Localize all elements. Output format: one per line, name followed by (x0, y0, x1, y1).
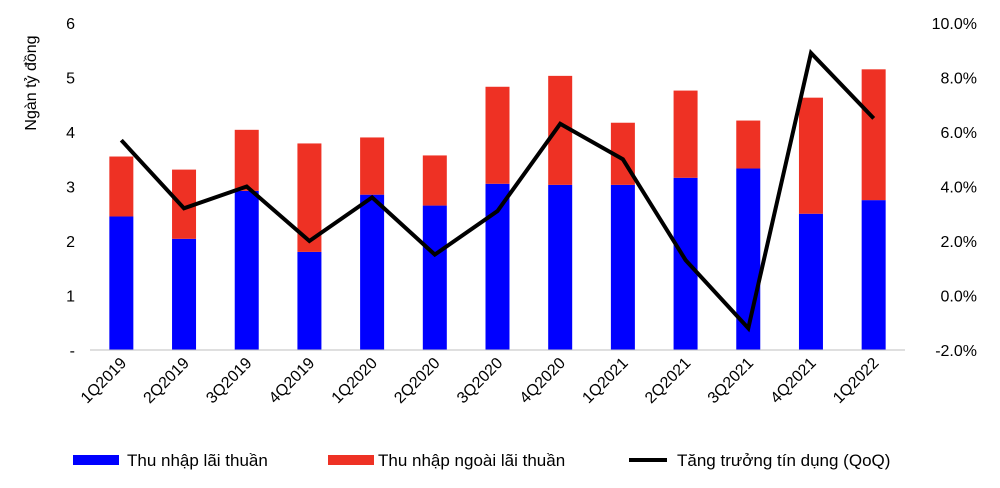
bar-net-interest-1Q2022 (861, 200, 886, 350)
x-tick-label: 4Q2021 (768, 355, 820, 407)
x-tick-label: 3Q2019 (203, 355, 255, 407)
left-tick-label: 2 (66, 234, 75, 251)
bar-net-interest-1Q2020 (360, 194, 385, 350)
left-tick-label: 6 (66, 16, 75, 33)
bar-net-interest-3Q2019 (234, 190, 259, 350)
legend-non-interest-swatch (328, 455, 374, 465)
x-tick-label: 3Q2020 (454, 355, 506, 407)
right-tick-label: 2.0% (941, 234, 977, 251)
x-tick-label: 4Q2020 (517, 355, 569, 407)
legend-non-interest-label: Thu nhập ngoài lãi thuần (378, 451, 565, 470)
legend: Thu nhập lãi thuần Thu nhập ngoài lãi thu… (73, 451, 890, 470)
bar-non-interest-1Q2020 (360, 137, 385, 195)
x-axis-ticks: 1Q2019 2Q2019 3Q2019 4Q2019 1Q2020 2Q2020 3Q20… (78, 355, 883, 407)
right-tick-label: 0.0% (941, 289, 977, 306)
x-tick-label: 2Q2019 (141, 355, 193, 407)
bar-net-interest-1Q2019 (109, 216, 134, 350)
bar-non-interest-1Q2022 (861, 69, 886, 201)
bar-non-interest-3Q2020 (485, 86, 510, 184)
bar-net-interest-2Q2021 (673, 177, 698, 350)
bar-net-interest-4Q2021 (798, 213, 823, 350)
bar-net-interest-1Q2021 (610, 184, 635, 350)
line-layer (119, 48, 876, 333)
left-axis-ticks: - 1 2 3 4 5 6 (66, 16, 75, 360)
bar-non-interest-3Q2019 (234, 129, 259, 191)
y-axis-title: Ngàn tỷ đồng (23, 35, 40, 130)
left-tick-label: 1 (66, 289, 75, 306)
x-tick-label: 1Q2022 (830, 355, 882, 407)
x-tick-label: 2Q2020 (391, 355, 443, 407)
bar-non-interest-4Q2021 (798, 97, 823, 214)
x-tick-label: 3Q2021 (705, 355, 757, 407)
bar-non-interest-3Q2021 (736, 120, 761, 169)
bar-net-interest-4Q2020 (548, 184, 573, 350)
bar-non-interest-2Q2020 (422, 155, 447, 206)
left-tick-label: - (70, 343, 75, 360)
right-tick-label: -2.0% (935, 343, 977, 360)
bar-non-interest-1Q2019 (109, 156, 134, 217)
x-tick-label: 1Q2020 (329, 355, 381, 407)
legend-credit-growth-label: Tăng trưởng tín dụng (QoQ) (677, 451, 890, 470)
x-tick-label: 1Q2021 (579, 355, 631, 407)
x-tick-label: 1Q2019 (78, 355, 130, 407)
x-tick-label: 4Q2019 (266, 355, 318, 407)
right-tick-label: 6.0% (941, 125, 977, 142)
bar-non-interest-2Q2021 (673, 90, 698, 178)
right-tick-label: 4.0% (941, 180, 977, 197)
bars-layer (109, 69, 886, 350)
bar-net-interest-4Q2019 (297, 251, 322, 350)
right-axis-ticks: -2.0% 0.0% 2.0% 4.0% 6.0% 8.0% 10.0% (932, 16, 977, 360)
legend-net-interest-label: Thu nhập lãi thuần (127, 451, 268, 470)
right-tick-label: 8.0% (941, 71, 977, 88)
x-tick-label: 2Q2021 (642, 355, 694, 407)
bar-net-interest-2Q2020 (422, 205, 447, 350)
left-tick-label: 4 (66, 125, 75, 142)
right-tick-label: 10.0% (932, 16, 977, 33)
left-tick-label: 5 (66, 71, 75, 88)
legend-net-interest-swatch (73, 455, 119, 465)
bar-net-interest-2Q2019 (172, 238, 197, 350)
left-tick-label: 3 (66, 180, 75, 197)
